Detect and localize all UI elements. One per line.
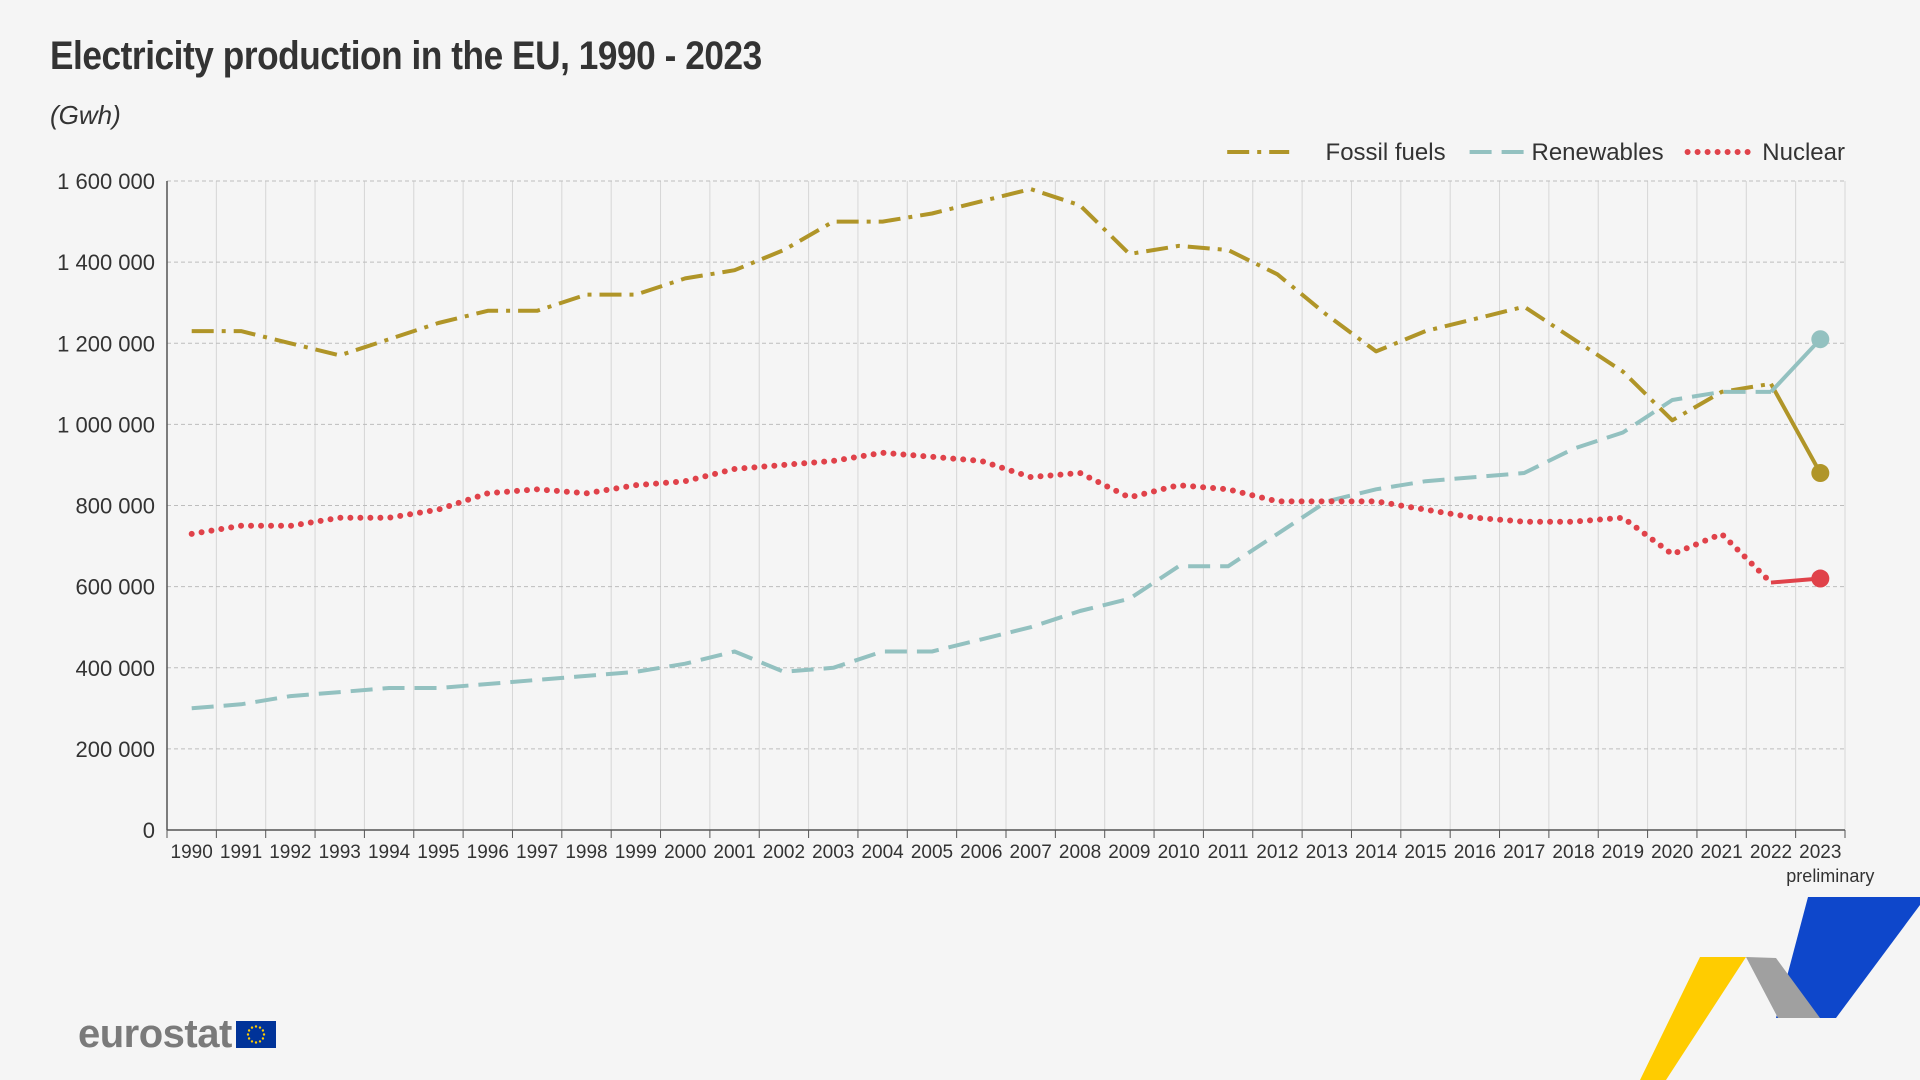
x-tick-label: 2020 — [1651, 842, 1693, 863]
x-tick-label: 2022 — [1750, 842, 1792, 863]
x-tick-label: 2010 — [1158, 842, 1200, 863]
y-tick-label: 400 000 — [75, 656, 155, 681]
legend-label-fossil-fuels: Fossil fuels — [1326, 139, 1446, 166]
x-tick-label: 2011 — [1208, 842, 1249, 863]
x-tick-label: 2017 — [1503, 842, 1545, 863]
eurostat-logo: eurostat — [78, 1012, 276, 1057]
x-tick-label: 2021 — [1700, 842, 1742, 863]
x-tick-label: 2003 — [812, 842, 854, 863]
series-last-point-renewables — [1811, 330, 1830, 349]
y-tick-label: 600 000 — [75, 575, 155, 600]
series-line-renewables — [191, 389, 1771, 711]
x-tick-label: 1994 — [368, 842, 411, 863]
x-tick-label: 2009 — [1108, 842, 1150, 863]
x-tick-label: 1992 — [269, 842, 311, 863]
x-tick-label: 2015 — [1404, 842, 1446, 863]
logo-ribbon-grey — [1746, 957, 1820, 1018]
series-last-point-fossil-fuels — [1811, 464, 1830, 483]
x-tick-label: 2019 — [1602, 842, 1644, 863]
x-tick-label: 2018 — [1552, 842, 1594, 863]
chart-unit: (Gwh) — [50, 100, 121, 130]
legend-label-nuclear: Nuclear — [1762, 139, 1845, 166]
y-tick-label: 200 000 — [75, 737, 155, 762]
x-tick-label: 1998 — [565, 842, 607, 863]
series-last-segment-fossil-fuels — [1769, 382, 1823, 475]
x-tick-label: 2006 — [960, 842, 1002, 863]
x-tick-label: 1995 — [417, 842, 459, 863]
series-line-fossil-fuels — [191, 187, 1772, 423]
x-tick-label: 2016 — [1454, 842, 1496, 863]
x-tick-label: 2005 — [911, 842, 953, 863]
y-tick-label: 1 600 000 — [57, 169, 155, 194]
x-tick-label: 2012 — [1256, 842, 1298, 863]
x-tick-label: 1991 — [220, 842, 262, 863]
series-last-point-nuclear — [1811, 569, 1830, 588]
x-tick-label: 2013 — [1306, 842, 1348, 863]
x-tick-label: 2007 — [1010, 842, 1052, 863]
y-tick-label: 1 400 000 — [57, 250, 155, 275]
chart-title: Electricity production in the EU, 1990 -… — [50, 34, 762, 78]
x-tick-label: 2000 — [664, 842, 706, 863]
series-line-nuclear — [188, 449, 1774, 586]
x-tick-label: 1993 — [319, 842, 361, 863]
y-tick-label: 1 200 000 — [57, 331, 155, 356]
x-tick-label: 2008 — [1059, 842, 1101, 863]
x-tick-label: 1999 — [615, 842, 657, 863]
preliminary-annotation: preliminary — [1786, 866, 1874, 886]
series-last-segment-renewables — [1769, 337, 1822, 394]
eu-flag-icon — [235, 1021, 276, 1048]
x-tick-label: 1997 — [516, 842, 558, 863]
x-tick-label: 2001 — [713, 842, 755, 863]
x-tick-label: 1990 — [171, 842, 213, 863]
logo-ribbon-blue — [1776, 897, 1920, 1018]
eurostat-wordmark: eurostat — [78, 1012, 232, 1056]
legend-label-renewables: Renewables — [1532, 139, 1664, 166]
y-tick-label: 0 — [143, 818, 155, 843]
x-tick-label: 2014 — [1355, 842, 1398, 863]
logo-ribbon-yellow — [1640, 957, 1746, 1080]
x-tick-label: 2023 — [1799, 842, 1841, 863]
x-tick-label: 1996 — [467, 842, 509, 863]
y-tick-label: 1 000 000 — [57, 412, 155, 437]
x-tick-label: 2004 — [861, 842, 904, 863]
y-tick-label: 800 000 — [75, 494, 155, 519]
x-tick-label: 2002 — [763, 842, 805, 863]
